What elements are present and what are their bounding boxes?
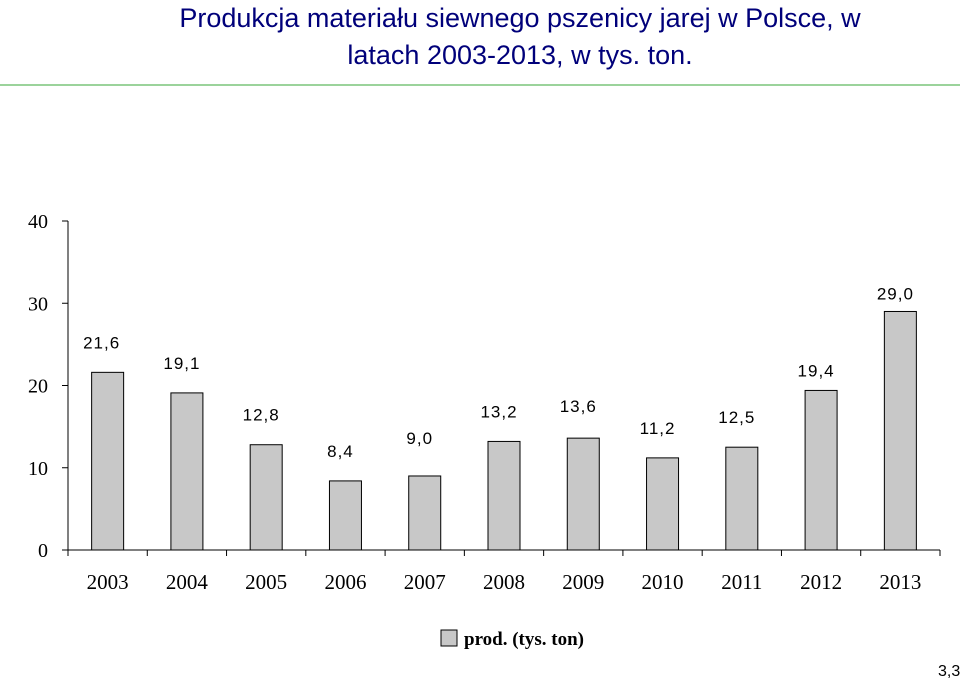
chart-data-labels: 21,6 19,1 12,8 8,4 9,0 13,2 13,6 11,2 12,5 19,4 29…	[83, 284, 914, 461]
corner-note: 3,3	[938, 663, 960, 680]
title-line-2: latach 2003-2013, w tys. ton.	[347, 40, 693, 70]
bar-2004	[170, 392, 204, 551]
data-label: 12,5	[718, 408, 755, 427]
x-tick-label: 2006	[324, 570, 366, 594]
x-tick-label: 2003	[87, 570, 129, 594]
data-label: 19,1	[163, 354, 200, 373]
data-label: 13,6	[560, 397, 597, 416]
data-label: 11,2	[640, 419, 676, 438]
x-tick-label: 2009	[562, 570, 604, 594]
data-label: 12,8	[243, 406, 280, 425]
chart-bars	[91, 310, 917, 551]
data-label: 19,4	[798, 361, 835, 380]
bar-2010	[646, 457, 680, 551]
bar-2011	[725, 446, 759, 551]
x-tick-label: 2005	[245, 570, 287, 594]
data-label: 9,0	[406, 429, 433, 448]
data-label: 29,0	[877, 284, 914, 303]
y-tick-label: 0	[38, 540, 48, 562]
title-divider	[0, 84, 960, 86]
x-tick-label: 2012	[800, 570, 842, 594]
data-label: 21,6	[83, 333, 120, 352]
x-tick-label: 2011	[721, 570, 762, 594]
y-tick-label: 10	[28, 458, 48, 480]
bar-2007	[408, 475, 442, 551]
bar-2005	[249, 444, 283, 551]
legend-label: prod. (tys. ton)	[464, 629, 584, 650]
title-line-1: Produkcja materiału siewnego pszenicy ja…	[179, 3, 861, 33]
data-label: 8,4	[327, 442, 354, 461]
chart-legend: prod. (tys. ton)	[440, 629, 584, 650]
bar-2013	[883, 310, 917, 551]
data-label: 13,2	[480, 402, 517, 421]
y-tick-label: 40	[28, 211, 48, 233]
chart-axes: 0 10 20 30 40 2003 2004 2005 2006 2007 2008 2009 201…	[28, 211, 941, 594]
bar-2008	[487, 440, 521, 551]
x-tick-label: 2008	[483, 570, 525, 594]
chart-title: Produkcja materiału siewnego pszenicy ja…	[80, 0, 960, 74]
x-tick-label: 2007	[404, 570, 446, 594]
bar-2003	[91, 371, 125, 551]
x-tick-label: 2010	[642, 570, 684, 594]
x-tick-label: 2013	[879, 570, 921, 594]
bar-2012	[804, 389, 838, 551]
y-tick-label: 30	[28, 293, 48, 315]
bar-2006	[328, 480, 362, 551]
x-tick-label: 2004	[166, 570, 209, 594]
y-tick-label: 20	[28, 376, 48, 398]
bar-2009	[566, 437, 600, 551]
legend-swatch	[440, 629, 458, 647]
